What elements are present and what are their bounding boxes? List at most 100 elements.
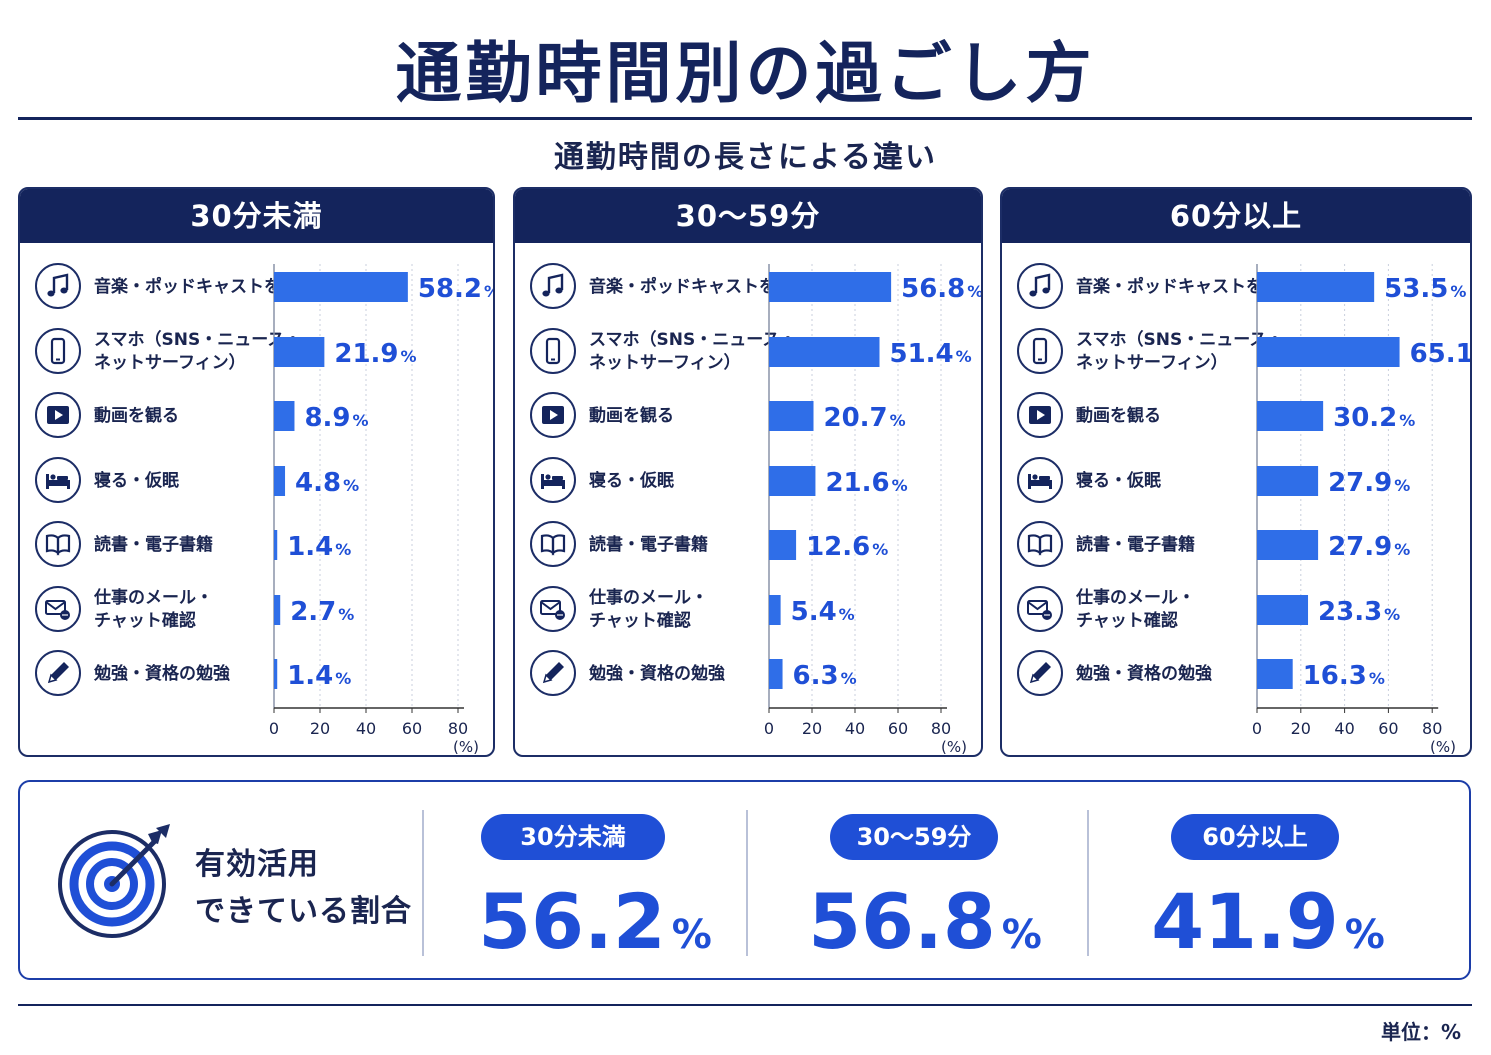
bar-value-number: 56.8 bbox=[901, 274, 965, 304]
bar bbox=[769, 659, 783, 689]
activity-label: 音楽・ポッドキャストを聴く bbox=[1076, 276, 1297, 297]
summary-value: 56.8% bbox=[760, 877, 1090, 966]
activity-label: 寝る・仮眠 bbox=[94, 470, 179, 491]
summary-divider bbox=[746, 810, 748, 956]
x-tick-label: 60 bbox=[402, 719, 422, 738]
bar-value-number: 5.4 bbox=[791, 597, 837, 627]
bar-value-label: 23.3% bbox=[1318, 597, 1400, 627]
bar-value-number: 8.9 bbox=[304, 403, 350, 433]
summary-group-pill: 30分未満 bbox=[481, 814, 665, 860]
title-divider bbox=[18, 117, 1472, 120]
panel-header: 30分未満 bbox=[20, 189, 493, 243]
activity-row: 仕事のメール・ チャット確認 bbox=[515, 581, 981, 639]
bar-value-number: 21.6 bbox=[825, 468, 889, 498]
bar-value-unit: % bbox=[484, 282, 493, 301]
activity-row: スマホ（SNS・ニュース・ ネットサーフィン） bbox=[515, 323, 981, 381]
bar-value-unit: % bbox=[956, 347, 972, 366]
music-note-icon bbox=[530, 263, 576, 309]
activity-label: 動画を観る bbox=[1076, 405, 1161, 426]
x-tick-label: 0 bbox=[1252, 719, 1262, 738]
activity-label: 読書・電子書籍 bbox=[94, 534, 213, 555]
bar bbox=[274, 401, 295, 431]
bed-icon bbox=[1017, 457, 1063, 503]
bed-icon bbox=[35, 457, 81, 503]
bar-value-unit: % bbox=[353, 411, 369, 430]
x-tick-label: 80 bbox=[448, 719, 468, 738]
bar-value-unit: % bbox=[1384, 605, 1400, 624]
activity-label: 寝る・仮眠 bbox=[589, 470, 674, 491]
bar-value-label: 6.3% bbox=[793, 661, 857, 691]
smartphone-icon bbox=[530, 328, 576, 374]
activity-label: スマホ（SNS・ニュース・ ネットサーフィン） bbox=[1076, 330, 1284, 373]
bar bbox=[274, 595, 281, 625]
activity-label: スマホ（SNS・ニュース・ ネットサーフィン） bbox=[94, 330, 302, 373]
x-tick-label: 40 bbox=[1334, 719, 1354, 738]
bar-value-unit: % bbox=[839, 605, 855, 624]
activity-row: 仕事のメール・ チャット確認 bbox=[20, 581, 493, 639]
summary-value-unit: % bbox=[1344, 912, 1385, 958]
bar-value-label: 21.9% bbox=[334, 339, 416, 369]
activity-label: 読書・電子書籍 bbox=[1076, 534, 1195, 555]
activity-label: 勉強・資格の勉強 bbox=[589, 663, 725, 684]
bar-value-unit: % bbox=[1399, 411, 1415, 430]
summary-divider bbox=[1087, 810, 1089, 956]
bar-value-unit: % bbox=[335, 669, 351, 688]
activity-row: 読書・電子書籍 bbox=[20, 516, 493, 574]
x-tick-label: 0 bbox=[764, 719, 774, 738]
target-arrow-icon bbox=[58, 824, 170, 938]
bar-value-number: 16.3 bbox=[1303, 661, 1367, 691]
bar-value-unit: % bbox=[841, 669, 857, 688]
bar bbox=[769, 401, 814, 431]
bar-value-unit: % bbox=[890, 411, 906, 430]
bar bbox=[1257, 595, 1309, 625]
bar-value-label: 21.6% bbox=[825, 468, 907, 498]
summary-value-number: 41.9 bbox=[1151, 877, 1339, 966]
x-tick-label: 60 bbox=[888, 719, 908, 738]
x-axis-label: (%) bbox=[1430, 738, 1456, 755]
activity-label: スマホ（SNS・ニュース・ ネットサーフィン） bbox=[589, 330, 797, 373]
bar bbox=[274, 337, 325, 367]
x-tick-label: 40 bbox=[845, 719, 865, 738]
bar-value-number: 27.9 bbox=[1328, 468, 1392, 498]
activity-row: 仕事のメール・ チャット確認 bbox=[1002, 581, 1470, 639]
activity-row: 勉強・資格の勉強 bbox=[515, 645, 981, 703]
bar bbox=[1257, 337, 1400, 367]
pencil-icon bbox=[530, 650, 576, 696]
activity-row: 寝る・仮眠 bbox=[515, 452, 981, 510]
mail-chat-icon bbox=[530, 586, 576, 632]
activity-row: 音楽・ポッドキャストを聴く bbox=[1002, 258, 1470, 316]
bar-value-number: 65.1 bbox=[1410, 339, 1470, 369]
bar-value-label: 30.2% bbox=[1333, 403, 1415, 433]
pencil-icon bbox=[1017, 650, 1063, 696]
summary-value-number: 56.2 bbox=[478, 877, 666, 966]
activity-row: 読書・電子書籍 bbox=[1002, 516, 1470, 574]
bar-value-number: 20.7 bbox=[824, 403, 888, 433]
bar-value-label: 56.8% bbox=[901, 274, 981, 304]
bar-value-number: 23.3 bbox=[1318, 597, 1382, 627]
bar-value-label: 4.8% bbox=[295, 468, 359, 498]
summary-label-line1: 有効活用 bbox=[195, 847, 319, 882]
music-note-icon bbox=[35, 263, 81, 309]
x-tick-label: 0 bbox=[269, 719, 279, 738]
bar bbox=[274, 659, 278, 689]
bar bbox=[274, 466, 286, 496]
bar-value-label: 20.7% bbox=[824, 403, 906, 433]
panel-header: 60分以上 bbox=[1002, 189, 1470, 243]
activity-label: 勉強・資格の勉強 bbox=[1076, 663, 1212, 684]
summary-group-pill: 60分以上 bbox=[1171, 814, 1339, 860]
bar-value-unit: % bbox=[335, 540, 351, 559]
x-tick-label: 20 bbox=[802, 719, 822, 738]
activity-label: 音楽・ポッドキャストを聴く bbox=[589, 276, 810, 297]
bar-value-label: 16.3% bbox=[1303, 661, 1385, 691]
bar bbox=[1257, 401, 1324, 431]
video-play-icon bbox=[35, 392, 81, 438]
activity-row: 動画を観る bbox=[515, 387, 981, 445]
bar-value-number: 1.4 bbox=[287, 532, 333, 562]
activity-row: 読書・電子書籍 bbox=[515, 516, 981, 574]
bar-value-number: 6.3 bbox=[793, 661, 839, 691]
bar bbox=[1257, 530, 1319, 560]
x-axis-label: (%) bbox=[941, 738, 967, 755]
bar-value-label: 8.9% bbox=[304, 403, 368, 433]
bar-value-number: 30.2 bbox=[1333, 403, 1397, 433]
bar-value-label: 1.4% bbox=[287, 532, 351, 562]
